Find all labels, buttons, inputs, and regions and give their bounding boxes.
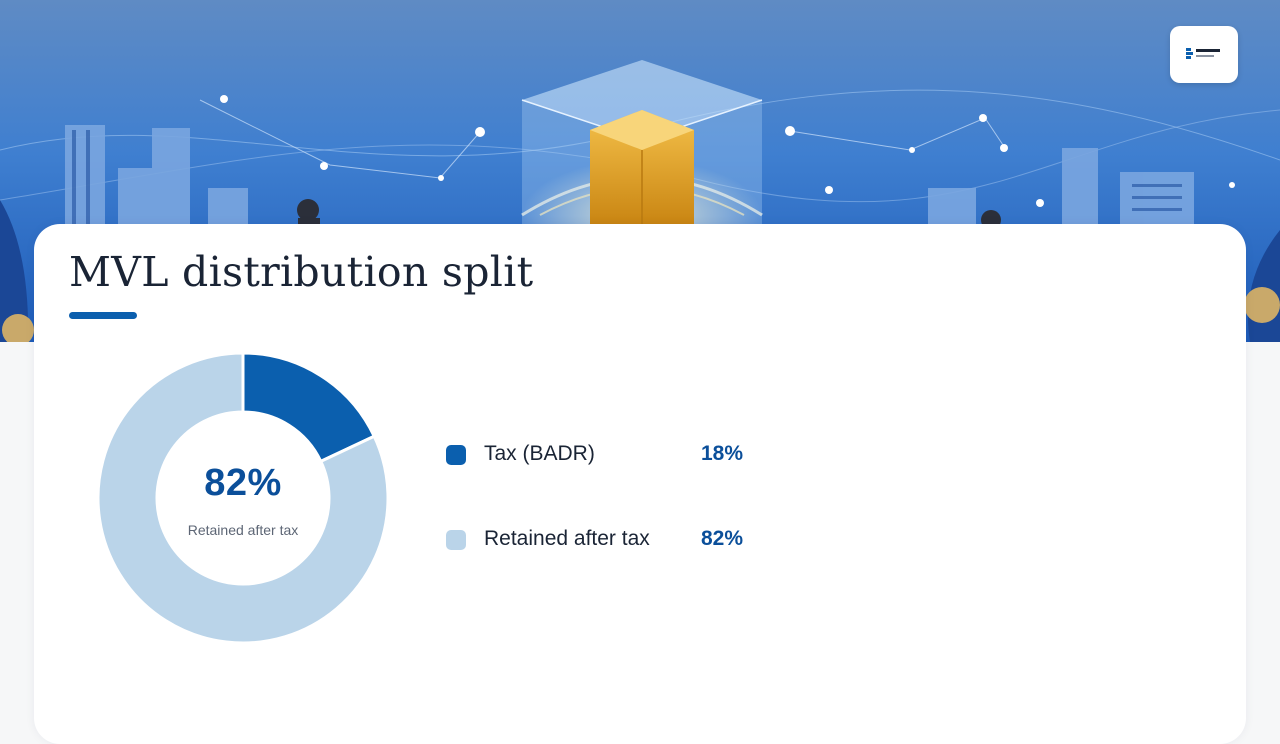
- legend-value-retained: 82%: [701, 527, 744, 550]
- legend-item-retained: Retained after tax 82%: [446, 525, 766, 555]
- legend-label-tax: Tax (BADR): [484, 442, 595, 465]
- title-underline: [69, 312, 137, 319]
- chart-card: MVL distribution split 82% Retained afte…: [34, 224, 1246, 744]
- page-title: MVL distribution split: [69, 248, 534, 296]
- legend-label-retained: Retained after tax: [484, 527, 650, 550]
- legend-value-tax: 18%: [701, 442, 744, 465]
- company-logo: [1170, 26, 1238, 83]
- donut-center-caption: Retained after tax: [187, 522, 299, 538]
- donut-center-value: 82%: [204, 462, 282, 504]
- donut-chart: [96, 351, 390, 645]
- legend-swatch-tax: [446, 445, 466, 465]
- legend-swatch-retained: [446, 530, 466, 550]
- legend-item-tax: Tax (BADR) 18%: [446, 440, 766, 470]
- donut-slice-retained: [96, 351, 390, 645]
